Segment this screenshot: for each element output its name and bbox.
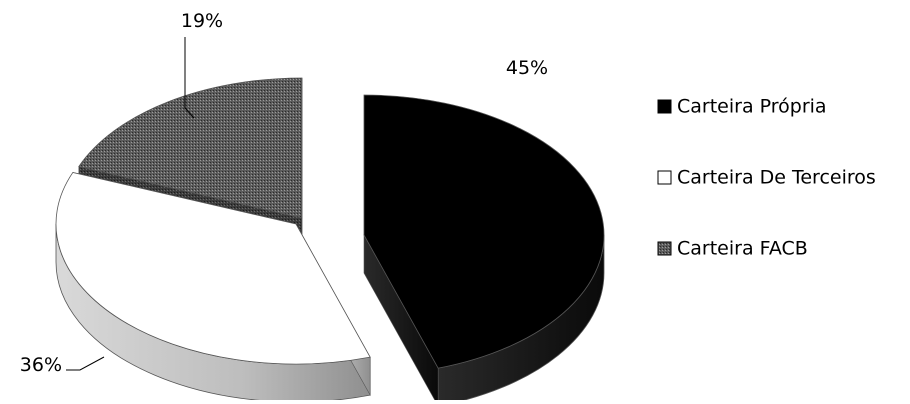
- data-label-1: 45%: [506, 57, 548, 79]
- slice-carteira-de-terceiros: [55, 172, 371, 365]
- legend-swatch-carteira-de-terceiros: [657, 170, 672, 185]
- slice-carteira-pr-pria: [363, 94, 605, 369]
- legend-item-carteira-de-terceiros: Carteira De Terceiros: [657, 167, 876, 189]
- data-label-2: 36%: [20, 354, 62, 376]
- slice-carteira-facb: [78, 77, 303, 219]
- legend-label-carteira-pr-pria: Carteira Própria: [677, 96, 827, 118]
- leader-line-2: [66, 356, 105, 371]
- legend-item-carteira-facb: Carteira FACB: [657, 238, 808, 260]
- data-label-3: 19%: [181, 10, 223, 32]
- legend-swatch-carteira-facb: [657, 241, 672, 256]
- legend-label-carteira-de-terceiros: Carteira De Terceiros: [677, 167, 876, 189]
- leader-line-3: [184, 37, 195, 119]
- legend-item-carteira-pr-pria: Carteira Própria: [657, 96, 827, 118]
- legend-label-carteira-facb: Carteira FACB: [677, 238, 808, 260]
- legend-swatch-carteira-pr-pria: [657, 99, 672, 114]
